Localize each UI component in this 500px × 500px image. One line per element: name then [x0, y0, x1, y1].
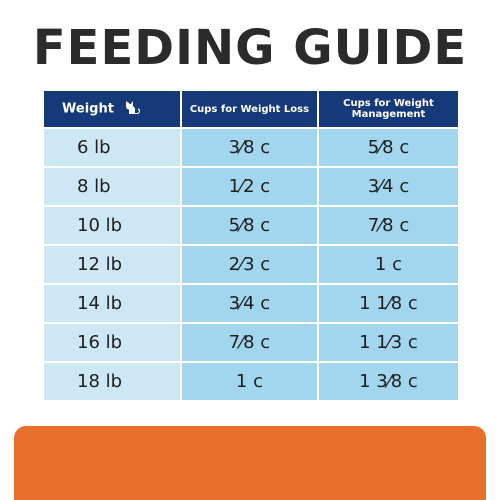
feeding-table: Weight Cups for Weight Loss Cups for Wei… — [42, 89, 461, 402]
cell-weight: 16 lb — [42, 322, 182, 363]
cell-loss: 3⁄4 c — [179, 283, 319, 324]
accent-band — [14, 426, 486, 500]
cell-management: 1 1⁄8 c — [316, 283, 461, 324]
cell-weight: 12 lb — [42, 244, 182, 285]
cell-management: 3⁄4 c — [316, 166, 461, 207]
cell-management: 5⁄8 c — [316, 127, 461, 168]
header-loss: Cups for Weight Loss — [179, 89, 319, 129]
cell-management: 7⁄8 c — [316, 205, 461, 246]
cell-weight: 8 lb — [42, 166, 182, 207]
table-header-row: Weight Cups for Weight Loss Cups for Wei… — [42, 89, 461, 129]
header-weight-label: Weight — [62, 101, 114, 117]
cell-management: 1 c — [316, 244, 461, 285]
page-title: FEEDING GUIDE — [32, 20, 468, 76]
cell-weight: 6 lb — [42, 127, 182, 168]
table-row: 10 lb 5⁄8 c 7⁄8 c — [42, 205, 461, 246]
cell-loss: 2⁄3 c — [179, 244, 319, 285]
cell-weight: 10 lb — [42, 205, 182, 246]
table-row: 12 lb 2⁄3 c 1 c — [42, 244, 461, 285]
cell-loss: 7⁄8 c — [179, 322, 319, 363]
table-row: 18 lb 1 c 1 3⁄8 c — [42, 361, 461, 402]
cell-loss: 1⁄2 c — [179, 166, 319, 207]
cat-icon — [123, 99, 143, 119]
header-management: Cups for Weight Management — [316, 89, 461, 129]
table-row: 6 lb 3⁄8 c 5⁄8 c — [42, 127, 461, 168]
cell-weight: 14 lb — [42, 283, 182, 324]
header-weight: Weight — [42, 89, 182, 129]
cell-loss: 1 c — [179, 361, 319, 402]
table-row: 16 lb 7⁄8 c 1 1⁄3 c — [42, 322, 461, 363]
cell-loss: 3⁄8 c — [179, 127, 319, 168]
cell-loss: 5⁄8 c — [179, 205, 319, 246]
table-row: 8 lb 1⁄2 c 3⁄4 c — [42, 166, 461, 207]
cell-management: 1 1⁄3 c — [316, 322, 461, 363]
cell-management: 1 3⁄8 c — [316, 361, 461, 402]
table-row: 14 lb 3⁄4 c 1 1⁄8 c — [42, 283, 461, 324]
cell-weight: 18 lb — [42, 361, 182, 402]
